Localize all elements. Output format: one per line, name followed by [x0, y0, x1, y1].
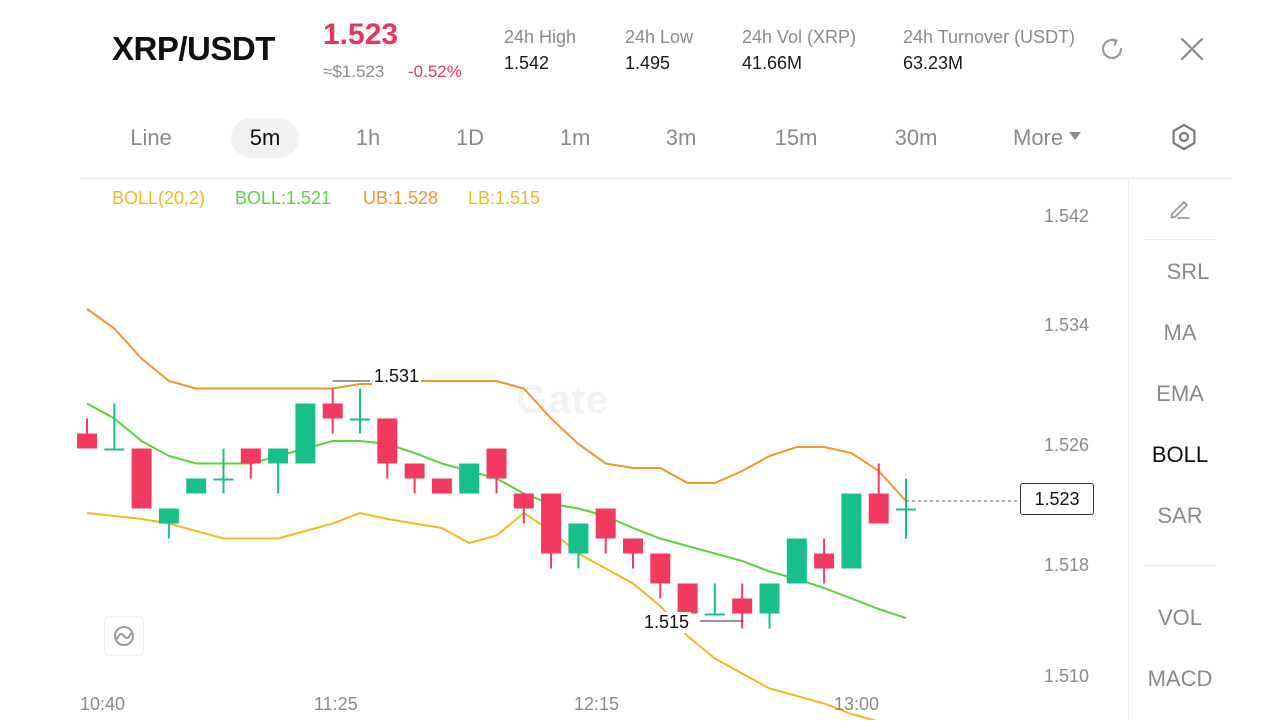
- chart-area[interactable]: [80, 178, 1232, 721]
- low-marker-label: 1.515: [642, 612, 692, 633]
- x-tick-label: 13:00: [834, 694, 880, 714]
- pencil-icon: [1170, 201, 1190, 219]
- pair-title: XRP/USDT: [112, 30, 275, 67]
- indicator-boll[interactable]: BOLL: [1151, 442, 1209, 467]
- candle-body-down: [77, 433, 97, 449]
- lb-band-line: [86, 511, 878, 720]
- chart-mode-toggle-button[interactable]: [104, 616, 144, 656]
- candle-body-down: [868, 493, 889, 524]
- divider: [1144, 239, 1216, 240]
- y-tick-label: 1.518: [1044, 555, 1090, 575]
- last-price: 1.523: [323, 18, 399, 51]
- tab-line[interactable]: Line: [130, 125, 172, 150]
- tab-15m[interactable]: 15m: [774, 125, 818, 150]
- candle-body-up: [158, 508, 179, 524]
- share-icon: [1101, 38, 1123, 60]
- settings-hex-icon: [1172, 123, 1196, 151]
- candle-body-down: [404, 463, 425, 479]
- candle-body-down: [814, 553, 835, 569]
- x-tick-label: 10:40: [80, 694, 126, 714]
- divider: [1144, 565, 1216, 566]
- tab-1h[interactable]: 1h: [355, 125, 381, 150]
- candle-body-up: [104, 448, 125, 451]
- candle-body-down: [623, 538, 643, 554]
- boll-legend-mid: BOLL:1.521: [235, 188, 332, 208]
- boll-band-line: [86, 402, 907, 619]
- stat-volume-value: 41.66M: [742, 53, 803, 73]
- candle-body-up: [841, 493, 862, 569]
- x-tick-label: 11:25: [314, 694, 358, 714]
- indicator-srl[interactable]: SRL: [1166, 259, 1210, 284]
- approx-usd-price: ≈$1.523: [323, 62, 385, 81]
- candle-body-down: [732, 598, 753, 614]
- x-tick-label: 12:15: [574, 694, 620, 714]
- candle-body-down: [322, 403, 343, 419]
- price-change-percent: -0.52%: [408, 62, 462, 81]
- indicator-sar[interactable]: SAR: [1157, 503, 1203, 528]
- tab-1d[interactable]: 1D: [455, 125, 485, 150]
- candle-body-down: [541, 493, 562, 554]
- stat-low-label: 24h Low: [625, 27, 694, 47]
- caret-down-icon: [1069, 132, 1082, 141]
- y-tick-label: 1.510: [1044, 666, 1090, 686]
- y-tick-label: 1.542: [1044, 206, 1090, 226]
- current-price-tag: 1.523: [1020, 483, 1094, 515]
- boll-legend-ub: UB:1.528: [363, 188, 439, 208]
- close-button[interactable]: [1176, 33, 1208, 65]
- stat-turnover-value: 63.23M: [903, 53, 964, 73]
- stat-volume-label: 24h Vol (XRP): [742, 27, 857, 47]
- candle-body-up: [186, 478, 207, 494]
- candle-body-up: [295, 403, 316, 464]
- candle-body-up: [268, 448, 289, 464]
- chart-settings-button[interactable]: [1168, 121, 1200, 153]
- candle-body-down: [431, 478, 452, 494]
- indicator-vol[interactable]: VOL: [1157, 605, 1203, 630]
- tab-3m[interactable]: 3m: [665, 125, 697, 150]
- boll-legend-name: BOLL(20,2): [112, 188, 206, 208]
- indicator-ma[interactable]: MA: [1163, 320, 1197, 345]
- candle-body-down: [240, 448, 261, 464]
- stat-turnover-label: 24h Turnover (USDT): [903, 27, 1076, 47]
- candle-body-down: [131, 448, 152, 509]
- more-timeframes-dropdown[interactable]: More: [1013, 118, 1082, 158]
- candle-body-down: [677, 583, 698, 614]
- tab-1m[interactable]: 1m: [559, 125, 591, 150]
- candle-body-up: [350, 418, 370, 421]
- ub-band-line: [86, 308, 907, 502]
- candle-body-down: [595, 508, 616, 539]
- candle-body-up: [759, 583, 780, 614]
- stat-high-label: 24h High: [504, 27, 577, 47]
- candle-body-down: [486, 448, 507, 479]
- indicator-macd[interactable]: MACD: [1147, 666, 1213, 691]
- wave-icon: [114, 626, 134, 646]
- tab-30m[interactable]: 30m: [894, 125, 938, 150]
- y-tick-label: 1.526: [1044, 435, 1090, 455]
- gate-watermark: Gate: [516, 378, 609, 422]
- share-button[interactable]: [1096, 33, 1128, 65]
- candle-body-up: [896, 508, 916, 511]
- candle-body-up: [459, 463, 480, 494]
- candle-body-down: [513, 493, 534, 509]
- tab-5m[interactable]: 5m: [231, 118, 299, 158]
- candle-body-up: [213, 478, 234, 481]
- close-icon: [1180, 37, 1204, 61]
- indicator-side-panel: [1128, 178, 1233, 720]
- more-label: More: [1013, 125, 1064, 150]
- candle-body-up: [786, 538, 807, 584]
- indicator-ema[interactable]: EMA: [1156, 381, 1204, 406]
- y-tick-label: 1.534: [1044, 315, 1090, 335]
- candle-body-down: [650, 553, 671, 584]
- stat-high-value: 1.542: [504, 53, 550, 73]
- candle-body-down: [377, 418, 398, 464]
- candle-body-up: [704, 613, 725, 616]
- high-marker-label: 1.531: [372, 366, 422, 387]
- boll-legend-lb: LB:1.515: [468, 188, 541, 208]
- stat-low-value: 1.495: [625, 53, 671, 73]
- drawing-tool-button[interactable]: [1164, 192, 1196, 224]
- candle-body-up: [568, 523, 589, 554]
